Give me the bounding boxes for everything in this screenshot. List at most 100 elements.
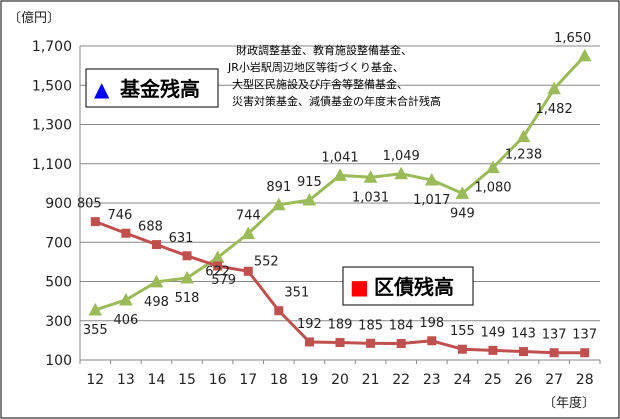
- fund-data-label: 1,041: [321, 150, 358, 165]
- legend-fund-marker: ▲: [94, 77, 110, 101]
- y-tick-label: 900: [45, 196, 72, 212]
- fund-data-label: 1,049: [383, 149, 420, 164]
- x-tick-label: 23: [423, 372, 441, 388]
- fund-point: [88, 302, 103, 316]
- x-tick-label: 25: [484, 372, 502, 388]
- x-tick-label: 22: [392, 372, 410, 388]
- bond-point: [457, 344, 467, 354]
- fund-point: [516, 129, 531, 143]
- bond-point: [304, 337, 314, 347]
- fund-data-label: 622: [205, 265, 230, 280]
- legend-fund-label: 基金残高: [120, 77, 200, 101]
- bond-point: [182, 251, 192, 261]
- x-tick-label: 26: [515, 372, 533, 388]
- bond-data-label: 552: [254, 254, 279, 269]
- bond-point: [396, 339, 406, 349]
- data-labels: 355 406 498 518 622 744 891 915 1,041 1,031 1,049 1…: [77, 31, 597, 343]
- legend-bond-label: 区債残高: [374, 275, 454, 299]
- legend-bond-marker: ■: [350, 275, 369, 299]
- bond-data-label: 688: [138, 220, 163, 235]
- bond-point: [121, 228, 131, 238]
- y-tick-label: 1,500: [32, 78, 72, 94]
- fund-point: [363, 170, 378, 183]
- y-tick-label: 1,300: [32, 118, 72, 134]
- bond-point: [580, 348, 590, 358]
- x-tick-label: 17: [239, 372, 257, 388]
- bond-point: [519, 347, 529, 357]
- fund-point: [119, 292, 133, 306]
- fund-data-label: 744: [236, 209, 261, 224]
- fund-point: [424, 172, 439, 186]
- fund-data-label: 949: [450, 206, 475, 221]
- fund-point: [302, 193, 317, 206]
- y-tick-label: 100: [45, 353, 72, 369]
- fund-data-label: 1,017: [413, 193, 450, 208]
- x-axis-unit: 〔年度〕: [543, 395, 595, 411]
- bond-point: [366, 338, 376, 348]
- y-tick-label: 700: [45, 235, 72, 251]
- fund-data-label: 498: [144, 295, 169, 310]
- x-tick-label: 24: [453, 372, 471, 388]
- annotation-line-2: JR小岩駅周辺地区等街づくり基金、: [227, 60, 404, 74]
- fund-data-label: 1,238: [505, 148, 542, 163]
- fund-point: [271, 197, 286, 211]
- bond-point: [427, 336, 437, 346]
- y-tick-label: 500: [45, 275, 72, 291]
- y-axis-unit: 〔億円〕: [8, 10, 60, 26]
- fund-point: [180, 270, 194, 284]
- bond-data-label: 143: [511, 327, 536, 342]
- fund-point: [547, 81, 561, 95]
- x-tick-label: 15: [178, 372, 196, 388]
- fund-point: [241, 226, 256, 240]
- fund-data-label: 915: [297, 175, 322, 190]
- bond-data-label: 137: [572, 328, 597, 343]
- fund-data-label: 355: [83, 323, 108, 338]
- x-tick-label: 12: [86, 372, 104, 388]
- bond-point: [151, 240, 161, 250]
- annotation-line-3: 大型区民施設及び庁舎等整備基金、: [232, 77, 408, 91]
- legend-fund-box: [85, 68, 219, 108]
- bond-point: [335, 338, 345, 348]
- y-tick-label: 1,100: [32, 157, 72, 173]
- annotation-line-1: 財政調整基金、教育施設整備基金、: [236, 43, 412, 57]
- axes: 100 300 500 700 900 1,100 1,300 1,500 1,700 12 13 1…: [32, 39, 601, 388]
- fund-data-label: 891: [266, 180, 291, 195]
- fund-data-label: 406: [113, 313, 138, 328]
- fund-point: [394, 166, 409, 180]
- bond-data-label: 184: [389, 319, 414, 334]
- bond-point: [274, 306, 284, 316]
- x-tick-label: 16: [209, 372, 227, 388]
- x-tick-label: 14: [148, 372, 166, 388]
- x-tick-label: 13: [117, 372, 135, 388]
- x-tick-label: 27: [545, 372, 563, 388]
- legend-bond-box: [342, 266, 474, 306]
- x-tick-label: 28: [576, 372, 594, 388]
- bond-data-label: 155: [450, 324, 475, 339]
- bond-data-label: 631: [169, 231, 194, 246]
- fund-point: [149, 274, 164, 288]
- bond-data-label: 137: [542, 328, 567, 343]
- y-tick-label: 1,700: [32, 39, 72, 55]
- fund-point: [486, 160, 500, 174]
- y-tick-label: 300: [45, 314, 72, 330]
- bond-point: [488, 345, 498, 355]
- fund-data-label: 1,482: [536, 102, 573, 117]
- x-tick-label: 21: [362, 372, 380, 388]
- fund-point: [577, 48, 592, 62]
- bond-data-label: 189: [328, 318, 353, 333]
- bond-point: [213, 261, 223, 271]
- bond-data-label: 805: [77, 197, 102, 212]
- bond-data-label: 351: [284, 286, 309, 301]
- fund-data-label: 518: [175, 291, 200, 306]
- bond-data-label: 192: [297, 317, 322, 332]
- bond-point: [90, 217, 100, 227]
- legend-fund: ▲ 基金残高: [85, 68, 219, 108]
- x-tick-label: 19: [300, 372, 318, 388]
- fund-data-label: 1,080: [474, 181, 511, 196]
- bond-data-label: 198: [419, 316, 444, 331]
- bond-point: [549, 348, 559, 358]
- fund-data-label: 1,650: [554, 31, 591, 46]
- fund-data-label: 1,031: [352, 190, 389, 205]
- legend-bond: ■ 区債残高: [342, 266, 474, 306]
